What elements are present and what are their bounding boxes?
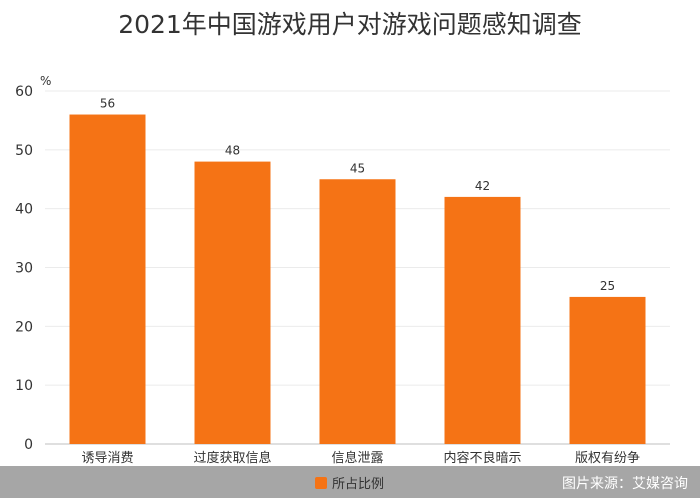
y-axis-ticks: 0 10 20 30 40 50 60 [15,84,33,453]
bar [69,114,146,445]
data-label: 45 [350,161,365,175]
category-label: 诱导消费 [81,451,133,466]
chart-title: 2021年中国游戏用户对游戏问题感知调查 [118,10,582,39]
data-label: 25 [600,279,615,293]
source-credit: 图片来源：艾媒咨询 [562,476,688,492]
data-label: 56 [100,97,115,111]
y-tick-label: 30 [15,261,33,277]
y-tick-label: 20 [15,319,33,335]
legend-label: 所占比例 [332,477,384,492]
data-label: 48 [225,144,240,158]
y-tick-label: 50 [15,143,33,159]
y-tick-label: 0 [24,437,33,453]
legend-swatch [315,477,327,489]
bar [569,296,646,444]
y-axis-unit: % [40,74,51,88]
x-axis-categories: 诱导消费 过度获取信息 信息泄露 内容不良暗示 版权有纷争 [81,450,640,466]
category-label: 信息泄露 [331,450,383,466]
bars [69,114,646,445]
y-tick-label: 40 [15,202,33,218]
y-tick-label: 60 [15,84,33,100]
bar [444,196,521,444]
bar [194,161,271,444]
category-label: 内容不良暗示 [443,450,521,466]
data-labels: 56 48 45 42 25 [100,97,615,293]
category-label: 过度获取信息 [193,450,271,466]
y-tick-label: 10 [15,378,33,394]
data-label: 42 [475,179,490,193]
footer-bar [0,466,700,498]
bar [319,179,396,444]
category-label: 版权有纷争 [575,450,640,466]
